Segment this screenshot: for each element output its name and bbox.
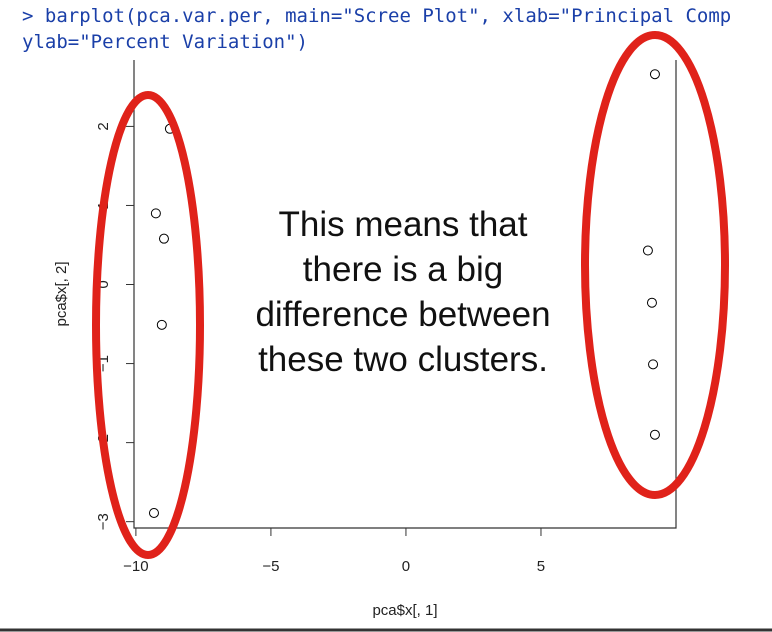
y-tick-label: 2 bbox=[95, 122, 112, 130]
annotation-line: there is a big bbox=[303, 250, 503, 289]
point bbox=[649, 69, 660, 80]
point bbox=[156, 319, 167, 330]
y-tick-label: 0 bbox=[95, 280, 112, 288]
point bbox=[642, 245, 653, 256]
point bbox=[648, 359, 659, 370]
y-axis-label: pca$x[, 2] bbox=[53, 261, 70, 326]
annotation-line: these two clusters. bbox=[258, 340, 548, 379]
point bbox=[646, 297, 657, 308]
x-tick-label: −10 bbox=[123, 558, 148, 575]
point bbox=[148, 507, 159, 518]
point bbox=[649, 429, 660, 440]
plot-frame bbox=[133, 60, 677, 529]
x-axis-label: pca$x[, 1] bbox=[372, 602, 437, 619]
point bbox=[158, 233, 169, 244]
annotation-line: difference between bbox=[255, 295, 550, 334]
x-tick-label: 0 bbox=[402, 558, 410, 575]
x-tick-label: 5 bbox=[537, 558, 545, 575]
console-line: > barplot(pca.var.per, main="Scree Plot"… bbox=[22, 5, 731, 27]
y-tick-label: −3 bbox=[95, 513, 112, 530]
x-tick-label: −5 bbox=[262, 558, 279, 575]
annotation-line: This means that bbox=[279, 205, 528, 244]
highlight-ellipse bbox=[92, 91, 204, 559]
console-line: ylab="Percent Variation") bbox=[22, 31, 308, 53]
point bbox=[150, 208, 161, 219]
highlight-ellipse bbox=[581, 31, 729, 499]
